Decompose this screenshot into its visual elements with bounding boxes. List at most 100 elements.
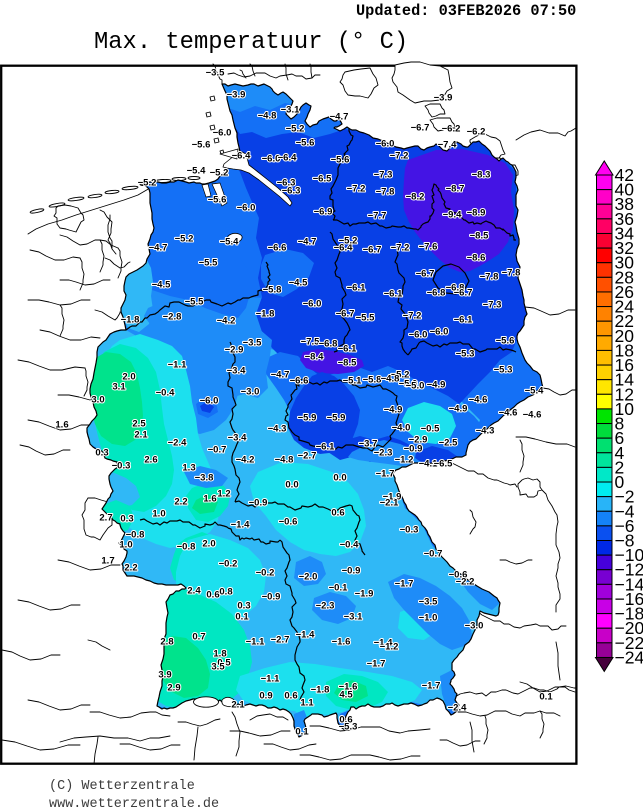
svg-text:−7.3: −7.3 (374, 169, 393, 180)
svg-text:−3.5: −3.5 (243, 337, 262, 348)
svg-text:−5.9: −5.9 (298, 412, 317, 423)
svg-text:−4.7: −4.7 (330, 111, 349, 122)
svg-text:−0.5: −0.5 (421, 423, 440, 434)
svg-text:−7.2: −7.2 (347, 183, 366, 194)
svg-text:−2.7: −2.7 (298, 450, 317, 461)
svg-text:−6.1: −6.1 (454, 314, 473, 325)
svg-text:1.0: 1.0 (152, 508, 165, 519)
svg-text:−1.9: −1.9 (355, 588, 374, 599)
svg-text:40: 40 (615, 180, 635, 200)
svg-text:−8: −8 (615, 531, 635, 551)
svg-text:−0.9: −0.9 (262, 591, 281, 602)
svg-text:2.2: 2.2 (124, 562, 137, 573)
svg-text:0.3: 0.3 (95, 447, 108, 458)
svg-text:1.8: 1.8 (213, 648, 226, 659)
svg-text:−6.2: −6.2 (442, 123, 461, 134)
svg-text:−6.7: −6.7 (411, 122, 430, 133)
svg-text:−4.0: −4.0 (392, 422, 411, 433)
svg-text:0.6: 0.6 (339, 714, 352, 725)
svg-text:28: 28 (615, 267, 634, 287)
svg-text:−4.7: −4.7 (271, 369, 290, 380)
svg-text:−3.7: −3.7 (359, 438, 378, 449)
svg-text:10: 10 (615, 399, 635, 419)
svg-text:−4.9: −4.9 (449, 403, 468, 414)
svg-text:−5.2: −5.2 (339, 235, 358, 246)
svg-text:−1.9: −1.9 (383, 491, 402, 502)
svg-text:2.4: 2.4 (187, 585, 201, 596)
svg-text:−1.2: −1.2 (395, 454, 414, 465)
svg-text:−5.0: −5.0 (406, 380, 425, 391)
svg-text:−6.8: −6.8 (319, 338, 338, 349)
svg-text:−5.2: −5.2 (391, 369, 410, 380)
svg-text:−5.1: −5.1 (343, 375, 362, 386)
svg-text:0.3: 0.3 (237, 600, 250, 611)
svg-text:20: 20 (615, 326, 635, 346)
svg-text:−2.4: −2.4 (168, 437, 187, 448)
svg-text:−2.9: −2.9 (225, 344, 244, 355)
svg-text:−1.6: −1.6 (339, 681, 358, 692)
svg-text:−5.5: −5.5 (356, 312, 375, 323)
svg-text:−4.8: −4.8 (275, 454, 294, 465)
svg-text:−0.9: −0.9 (342, 565, 361, 576)
svg-text:0.6: 0.6 (206, 589, 219, 600)
svg-text:−5.3: −5.3 (339, 721, 358, 732)
svg-text:−2.5: −2.5 (439, 437, 458, 448)
svg-text:−7.8: −7.8 (502, 267, 521, 278)
svg-text:−3.0: −3.0 (241, 386, 260, 397)
svg-text:2.2: 2.2 (174, 496, 187, 507)
svg-text:0.3: 0.3 (120, 513, 133, 524)
svg-text:0.8: 0.8 (219, 586, 232, 597)
svg-text:−9.4: −9.4 (443, 209, 462, 220)
svg-text:−5.9: −5.9 (327, 412, 346, 423)
svg-text:−20: −20 (615, 618, 643, 638)
svg-text:−1.2: −1.2 (380, 641, 399, 652)
svg-text:−2.3: −2.3 (374, 447, 393, 458)
svg-text:−5.6: −5.6 (208, 194, 227, 205)
svg-text:8: 8 (615, 414, 625, 434)
svg-text:−7.6: −7.6 (419, 241, 438, 252)
svg-text:1.3: 1.3 (182, 462, 195, 473)
svg-text:−5.6: −5.6 (296, 137, 315, 148)
svg-text:30: 30 (615, 253, 635, 273)
svg-text:−5.3: −5.3 (456, 348, 475, 359)
svg-text:12: 12 (615, 384, 634, 404)
svg-text:−6.8: −6.8 (427, 287, 446, 298)
svg-text:−3.4: −3.4 (228, 432, 247, 443)
svg-text:−7.8: −7.8 (376, 186, 395, 197)
svg-text:22: 22 (615, 311, 634, 331)
svg-text:−4.5: −4.5 (152, 279, 171, 290)
svg-text:−5.4: −5.4 (220, 236, 239, 247)
svg-text:−5.2: −5.2 (210, 167, 229, 178)
svg-text:−2.8: −2.8 (163, 311, 182, 322)
svg-text:−0.7: −0.7 (208, 444, 227, 455)
svg-text:−0.4: −0.4 (156, 387, 175, 398)
svg-text:−16: −16 (615, 589, 643, 609)
svg-text:−2.7: −2.7 (271, 634, 290, 645)
svg-text:−7.3: −7.3 (483, 299, 502, 310)
svg-text:−3.1: −3.1 (281, 104, 300, 115)
svg-text:2.6: 2.6 (144, 454, 157, 465)
svg-text:0.6: 0.6 (284, 690, 297, 701)
svg-text:2.7: 2.7 (99, 512, 112, 523)
svg-text:−4.2: −4.2 (217, 315, 236, 326)
svg-text:2.1: 2.1 (134, 429, 148, 440)
svg-text:−0.8: −0.8 (177, 541, 196, 552)
svg-text:−0.4: −0.4 (340, 539, 359, 550)
svg-text:−4: −4 (615, 501, 635, 521)
svg-text:2.0: 2.0 (122, 371, 135, 382)
svg-text:−8.2: −8.2 (406, 191, 425, 202)
svg-text:36: 36 (615, 209, 634, 229)
svg-text:−1.7: −1.7 (422, 680, 441, 691)
svg-text:−4.1: −4.1 (419, 458, 438, 469)
svg-text:−6.4: −6.4 (334, 242, 353, 253)
svg-text:−4.6: −4.6 (523, 409, 542, 420)
svg-text:−6.4: −6.4 (278, 152, 297, 163)
svg-text:38: 38 (615, 194, 634, 214)
svg-text:−8.7: −8.7 (446, 183, 465, 194)
svg-text:−5.4: −5.4 (525, 385, 544, 396)
svg-text:−1.4: −1.4 (296, 629, 315, 640)
svg-text:−4.9: −4.9 (384, 404, 403, 415)
svg-text:−3.0: −3.0 (465, 620, 484, 631)
svg-text:−10: −10 (615, 545, 643, 565)
svg-text:−0.6: −0.6 (279, 516, 298, 527)
